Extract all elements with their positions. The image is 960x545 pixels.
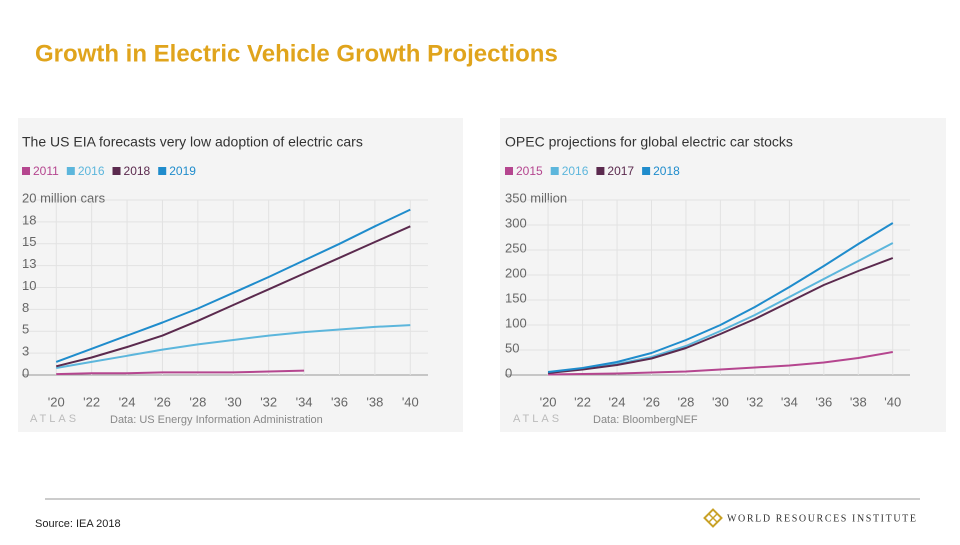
data-source: Data: BloombergNEF [593, 414, 698, 426]
y-tick-label: 300 [505, 215, 527, 230]
slide-title: Growth in Electric Vehicle Growth Projec… [35, 40, 558, 67]
legend-swatch [642, 167, 651, 175]
legend-swatch [158, 167, 167, 175]
series-line [56, 324, 411, 369]
chart-title: The US EIA forecasts very low adoption o… [22, 134, 363, 150]
y-tick-label: 3 [22, 344, 29, 359]
y-tick-label: 50 [505, 340, 519, 355]
x-tick-label: '40 [402, 394, 419, 409]
y-tick-label: 8 [22, 300, 29, 315]
chart-panel [18, 118, 463, 432]
y-tick-label: 10 [22, 278, 36, 293]
legend-swatch [505, 167, 513, 175]
brand: ATLAS [513, 413, 562, 425]
y-tick-label: 5 [22, 322, 29, 337]
legend-label: 2016 [562, 164, 589, 178]
legend-swatch [596, 167, 605, 175]
y-tick-label: 100 [505, 315, 527, 330]
x-tick-label: '20 [540, 394, 557, 409]
x-tick-label: '36 [815, 394, 832, 409]
x-tick-label: '36 [331, 394, 348, 409]
data-source: Data: US Energy Information Administrati… [110, 414, 323, 426]
x-tick-label: '24 [609, 394, 626, 409]
source-note: Source: IEA 2018 [35, 518, 121, 530]
legend-swatch [550, 167, 559, 175]
chart-title: OPEC projections for global electric car… [505, 134, 793, 150]
logo-icon [703, 508, 723, 528]
x-tick-label: '32 [260, 394, 277, 409]
x-tick-label: '34 [296, 394, 313, 409]
series-line [55, 208, 411, 363]
series-line [548, 351, 893, 376]
y-tick-label: 18 [22, 212, 36, 227]
x-tick-label: '22 [574, 394, 591, 409]
y-tick-label: 15 [22, 234, 36, 249]
x-tick-label: '22 [83, 394, 100, 409]
x-tick-label: '30 [712, 394, 729, 409]
legend-label: 2018 [653, 164, 680, 178]
series-line [547, 257, 894, 374]
y-tick-label: 250 [505, 240, 527, 255]
legend-swatch [112, 167, 121, 175]
series-line [547, 222, 894, 373]
y-tick-label: 20 million cars [22, 190, 106, 205]
x-tick-label: '26 [154, 394, 171, 409]
logo-text: WORLD RESOURCES INSTITUTE [727, 513, 918, 524]
y-tick-label: 150 [505, 290, 527, 305]
x-tick-label: '32 [746, 394, 763, 409]
y-tick-label: 200 [505, 265, 527, 280]
x-tick-label: '38 [366, 394, 383, 409]
legend-label: 2018 [124, 164, 151, 178]
x-tick-label: '40 [884, 394, 901, 409]
y-tick-label: 13 [22, 256, 36, 271]
x-tick-label: '26 [643, 394, 660, 409]
y-tick-label: 0 [505, 365, 512, 380]
legend-label: 2017 [607, 164, 634, 178]
y-tick-label: 350 million [505, 190, 567, 205]
x-tick-label: '24 [119, 394, 136, 409]
x-tick-label: '34 [781, 394, 798, 409]
legend-label: 2016 [78, 164, 105, 178]
x-tick-label: '30 [225, 394, 242, 409]
legend-swatch [66, 167, 75, 175]
x-tick-label: '28 [677, 394, 694, 409]
series-line [56, 369, 305, 376]
legend-label: 2011 [33, 164, 59, 178]
brand: ATLAS [30, 413, 79, 425]
legend-swatch [22, 167, 30, 175]
x-tick-label: '20 [48, 394, 65, 409]
legend-label: 2019 [169, 164, 196, 178]
x-tick-label: '38 [850, 394, 867, 409]
legend-label: 2015 [516, 164, 543, 178]
x-tick-label: '28 [189, 394, 206, 409]
series-line [55, 225, 411, 368]
y-tick-label: 0 [22, 365, 29, 380]
